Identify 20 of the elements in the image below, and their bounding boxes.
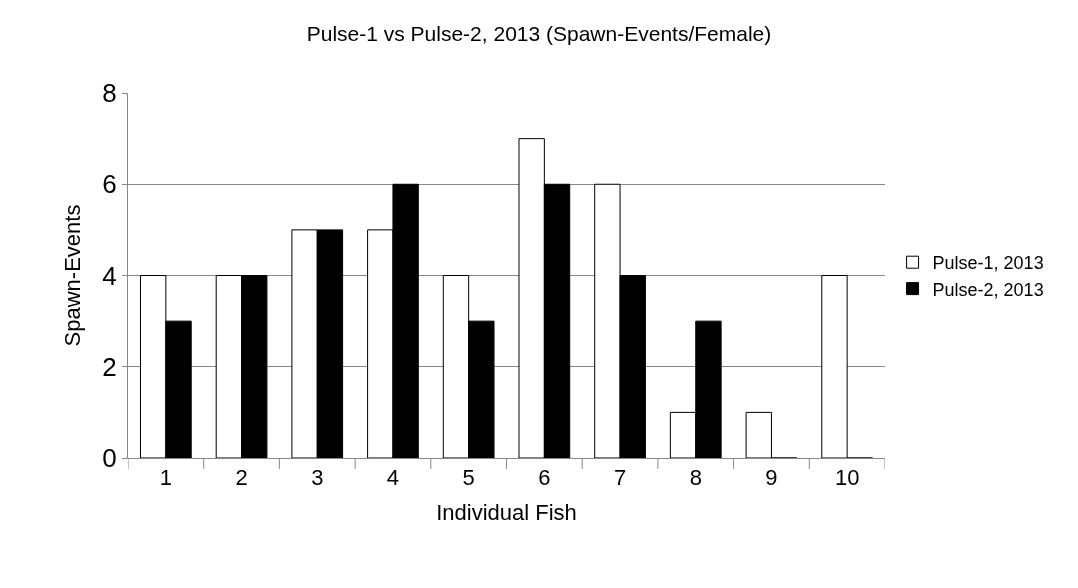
x-tick-label: 7	[613, 465, 627, 491]
y-tick-label: 6	[102, 169, 117, 200]
y-tick-label: 4	[102, 260, 117, 291]
legend-label: Pulse-1, 2013	[932, 253, 1044, 274]
x-tick-label: 1	[159, 465, 172, 491]
x-tick-label: 8	[689, 465, 702, 491]
y-tick-label: 0	[102, 443, 117, 474]
x-tick-label: 5	[462, 465, 475, 491]
legend-label: Pulse-2, 2013	[932, 279, 1044, 300]
x-tick-label: 6	[538, 465, 551, 491]
x-tick-label: 9	[765, 465, 778, 491]
x-tick-label: 10	[834, 465, 860, 491]
x-axis-title: Individual Fish	[436, 500, 577, 526]
x-tick-label: 4	[386, 465, 400, 491]
y-axis-title: Spawn-Events	[60, 204, 86, 347]
y-tick-label: 2	[102, 351, 117, 382]
x-tick-label: 2	[235, 465, 248, 491]
y-tick-label: 8	[102, 78, 117, 109]
chart-title: Pulse-1 vs Pulse-2, 2013 (Spawn-Events/Female)	[306, 22, 772, 46]
x-tick-label: 3	[311, 465, 324, 491]
